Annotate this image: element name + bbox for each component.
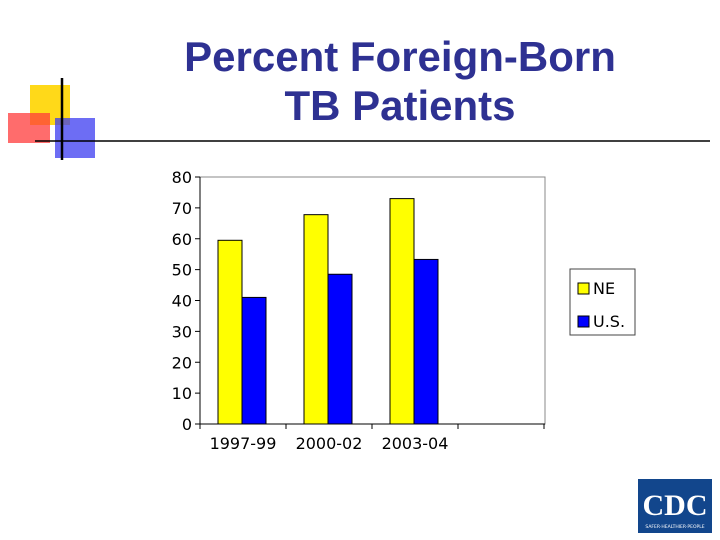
- slide-title-line1: Percent Foreign-Born: [184, 33, 616, 80]
- x-tick-label: 1997-99: [210, 434, 277, 453]
- y-tick-label: 70: [172, 199, 192, 218]
- y-axis: 0 10 20 30 40 50 60 70 80: [172, 168, 201, 434]
- slide-title-line2: TB Patients: [284, 82, 516, 129]
- bar-ne-2003-04: [389, 198, 415, 425]
- legend-label-ne: NE: [593, 279, 615, 298]
- y-tick-label: 20: [172, 353, 192, 372]
- bar-ne-2000-02: [303, 214, 329, 425]
- bar-us-2003-04: [413, 258, 439, 425]
- cdc-logo: CDC SAFER·HEALTHIER·PEOPLE: [638, 479, 712, 533]
- bars: [217, 198, 439, 425]
- y-tick-label: 30: [172, 322, 192, 341]
- cdc-logo-tagline: SAFER·HEALTHIER·PEOPLE: [645, 524, 704, 530]
- cdc-logo-text: CDC: [643, 489, 708, 522]
- y-tick-label: 0: [182, 415, 192, 434]
- y-tick-label: 40: [172, 292, 192, 311]
- legend-swatch-us: [577, 315, 590, 328]
- y-tick-label: 60: [172, 230, 192, 249]
- bar-us-2000-02: [327, 273, 353, 425]
- decor-red-square: [8, 113, 50, 143]
- y-tick-label: 80: [172, 168, 192, 187]
- bar-us-1997-99: [241, 296, 267, 425]
- y-tick-label: 50: [172, 261, 192, 280]
- legend: NE U.S.: [569, 268, 636, 336]
- slide-title: Percent Foreign-Born TB Patients: [130, 32, 670, 130]
- decorative-graphic: [8, 78, 710, 160]
- y-tick-label: 10: [172, 384, 192, 403]
- legend-label-us: U.S.: [593, 312, 625, 331]
- x-tick-label: 2003-04: [382, 434, 449, 453]
- x-axis: 1997-99 2000-02 2003-04: [199, 423, 545, 453]
- cdc-logo-background: [638, 479, 712, 533]
- legend-swatch-ne: [577, 282, 590, 295]
- bar-ne-1997-99: [217, 239, 243, 425]
- x-tick-label: 2000-02: [296, 434, 363, 453]
